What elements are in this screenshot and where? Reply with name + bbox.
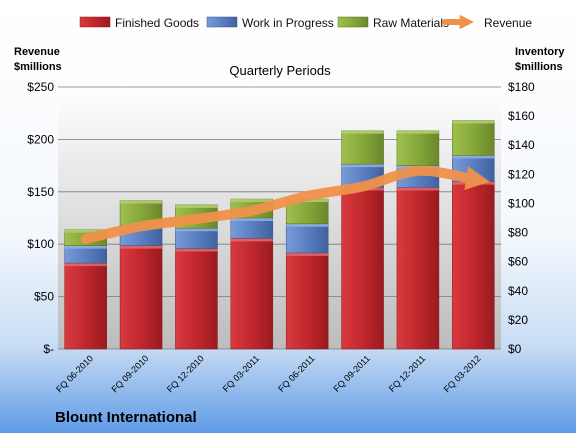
- bar-raw-materials: [341, 130, 384, 165]
- bar-work-in-progress: [230, 217, 274, 239]
- bar-top-highlight-work-in-progress: [230, 218, 273, 221]
- bar-top-highlight-raw-materials: [452, 120, 495, 124]
- right-tick-label: $160: [508, 109, 535, 123]
- left-tick-label: $50: [34, 290, 54, 304]
- legend-label-work-in-progress: Work in Progress: [242, 16, 334, 30]
- bar-top-highlight-finished-goods: [175, 248, 218, 252]
- bar-top-highlight-raw-materials: [64, 229, 107, 233]
- bar-top-highlight-finished-goods: [396, 187, 439, 191]
- right-tick-label: $180: [508, 80, 535, 94]
- left-tick-label: $150: [27, 185, 54, 199]
- legend: Finished Goods Work in Progress Raw Mate…: [79, 14, 532, 30]
- bar-finished-goods: [285, 252, 329, 350]
- right-tick-label: $100: [508, 196, 535, 210]
- bar-top-highlight-finished-goods: [120, 245, 163, 249]
- bar-work-in-progress: [285, 223, 329, 254]
- x-tick-label: FQ 06-2010: [54, 353, 95, 394]
- left-tick-label: $-: [43, 342, 54, 356]
- legend-swatch-raw-materials: [337, 16, 369, 28]
- right-tick-label: $120: [508, 167, 535, 181]
- bar-top-highlight-work-in-progress: [175, 228, 218, 232]
- x-tick-label: FQ 09-2010: [109, 353, 150, 394]
- x-axis-ticks: FQ 06-2010 FQ 09-2010 FQ 12-2010 FQ 03-2011…: [54, 353, 483, 394]
- legend-item-revenue: Revenue: [442, 14, 532, 30]
- x-tick-label: FQ 12-2010: [165, 353, 206, 394]
- right-axis-title-line2: $millions: [515, 61, 563, 73]
- left-tick-label: $200: [27, 132, 54, 146]
- legend-swatch-work-in-progress: [206, 16, 238, 28]
- x-tick-label: FQ 03-2012: [442, 353, 483, 394]
- bar-top-highlight-work-in-progress: [286, 223, 329, 227]
- bar-finished-goods: [230, 238, 274, 350]
- bar-top-highlight-work-in-progress: [64, 245, 107, 249]
- bar-top-highlight-raw-materials: [120, 200, 163, 204]
- x-tick-label: FQ 06-2011: [276, 353, 317, 394]
- left-axis-ticks: $- $50 $100 $150 $200 $250: [27, 80, 54, 356]
- bar-raw-materials: [396, 130, 440, 166]
- bar-finished-goods: [119, 245, 163, 350]
- bar-top-highlight-raw-materials: [396, 130, 439, 134]
- bar-finished-goods: [64, 262, 107, 350]
- bar-top-highlight-raw-materials: [230, 199, 273, 203]
- revenue-line: [80, 165, 490, 244]
- bar-finished-goods: [452, 181, 495, 350]
- legend-label-finished-goods: Finished Goods: [115, 16, 199, 30]
- legend-swatch-finished-goods: [79, 16, 111, 28]
- right-tick-label: $140: [508, 138, 535, 152]
- chart-subtitle: Quarterly Periods: [229, 63, 331, 78]
- right-tick-label: $60: [508, 255, 528, 269]
- legend-label-raw-materials: Raw Materials: [373, 16, 449, 30]
- right-axis-title-line1: Inventory: [515, 46, 565, 58]
- right-tick-label: $40: [508, 284, 528, 298]
- revenue-line-layer: [80, 165, 490, 244]
- bar-top-highlight-raw-materials: [175, 204, 218, 208]
- left-axis-title-line1: Revenue: [14, 46, 60, 58]
- left-axis-title-line2: $millions: [14, 61, 62, 73]
- legend-item-raw-materials: Raw Materials: [337, 16, 449, 30]
- bar-finished-goods: [396, 187, 440, 350]
- bar-top-highlight-raw-materials: [341, 130, 384, 134]
- left-tick-label: $250: [27, 80, 54, 94]
- bar-work-in-progress: [175, 227, 218, 249]
- bar-top-highlight-work-in-progress: [452, 155, 495, 159]
- bar-finished-goods: [175, 248, 218, 350]
- bar-top-highlight-finished-goods: [64, 263, 107, 267]
- left-tick-label: $100: [27, 237, 54, 251]
- bar-top-highlight-work-in-progress: [341, 164, 384, 168]
- right-tick-label: $80: [508, 226, 528, 240]
- legend-label-revenue: Revenue: [484, 16, 532, 30]
- x-tick-label: FQ 09-2011: [331, 353, 372, 394]
- company-name: Blount International: [55, 409, 197, 426]
- bar-raw-materials: [452, 120, 495, 156]
- legend-item-finished-goods: Finished Goods: [79, 16, 199, 30]
- right-tick-label: $20: [508, 313, 528, 327]
- legend-item-work-in-progress: Work in Progress: [206, 16, 334, 30]
- bar-finished-goods: [341, 187, 384, 350]
- x-tick-label: FQ 12-2011: [387, 353, 428, 394]
- bar-top-highlight-finished-goods: [230, 238, 273, 242]
- right-axis-ticks: $0 $20 $40 $60 $80 $100 $120 $140 $160 $180: [508, 80, 535, 356]
- bar-top-highlight-finished-goods: [286, 252, 329, 256]
- x-tick-label: FQ 03-2011: [221, 353, 262, 394]
- right-tick-label: $0: [508, 342, 522, 356]
